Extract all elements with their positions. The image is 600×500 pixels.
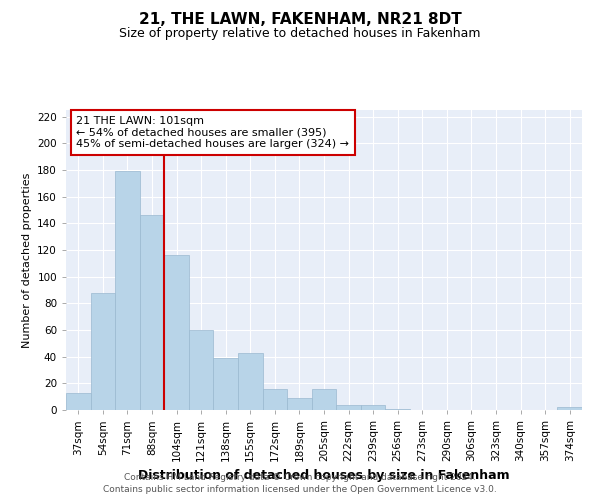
Bar [66, 392, 91, 410]
Y-axis label: Number of detached properties: Number of detached properties [22, 172, 32, 348]
Bar [336, 404, 361, 410]
Bar [312, 388, 336, 410]
Text: 21 THE LAWN: 101sqm
← 54% of detached houses are smaller (395)
45% of semi-detac: 21 THE LAWN: 101sqm ← 54% of detached ho… [76, 116, 349, 149]
Bar [91, 292, 115, 410]
Bar [238, 352, 263, 410]
Bar [361, 404, 385, 410]
Bar [214, 358, 238, 410]
Bar [263, 388, 287, 410]
Bar [557, 408, 582, 410]
Text: Size of property relative to detached houses in Fakenham: Size of property relative to detached ho… [119, 28, 481, 40]
X-axis label: Distribution of detached houses by size in Fakenham: Distribution of detached houses by size … [138, 470, 510, 482]
Bar [385, 408, 410, 410]
Bar [115, 172, 140, 410]
Bar [189, 330, 214, 410]
Text: 21, THE LAWN, FAKENHAM, NR21 8DT: 21, THE LAWN, FAKENHAM, NR21 8DT [139, 12, 461, 28]
Bar [287, 398, 312, 410]
Text: Contains public sector information licensed under the Open Government Licence v3: Contains public sector information licen… [103, 485, 497, 494]
Bar [164, 256, 189, 410]
Bar [140, 216, 164, 410]
Text: Contains HM Land Registry data © Crown copyright and database right 2024.: Contains HM Land Registry data © Crown c… [124, 472, 476, 482]
